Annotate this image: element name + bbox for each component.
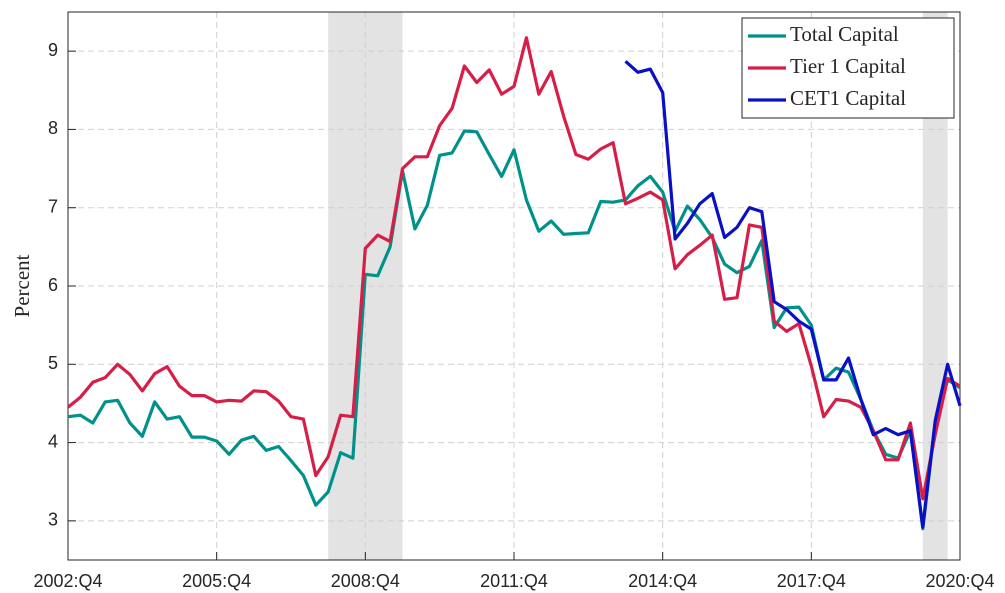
series-line [624, 60, 962, 529]
series-line [67, 129, 961, 531]
y-tick-label: 9 [48, 40, 58, 60]
x-tick-label: 2017:Q4 [777, 571, 846, 591]
y-tick-label: 7 [48, 196, 58, 216]
x-tick-label: 2020:Q4 [925, 571, 994, 591]
x-tick-label: 2008:Q4 [331, 571, 400, 591]
x-tick-label: 2014:Q4 [628, 571, 697, 591]
y-tick-label: 6 [48, 275, 58, 295]
legend-label: CET1 Capital [790, 86, 906, 110]
y-tick-label: 4 [48, 431, 58, 451]
legend-label: Total Capital [790, 22, 899, 46]
plot-frame [67, 11, 961, 561]
y-tick-label: 8 [48, 118, 58, 138]
legend-label: Tier 1 Capital [790, 54, 906, 78]
y-axis-label: Percent [10, 254, 34, 317]
x-tick-label: 2002:Q4 [33, 571, 102, 591]
y-tick-label: 5 [48, 353, 58, 373]
x-tick-label: 2011:Q4 [480, 571, 548, 591]
y-tick-label: 3 [48, 510, 58, 530]
series-line [66, 36, 961, 501]
x-tick-label: 2005:Q4 [182, 571, 251, 591]
